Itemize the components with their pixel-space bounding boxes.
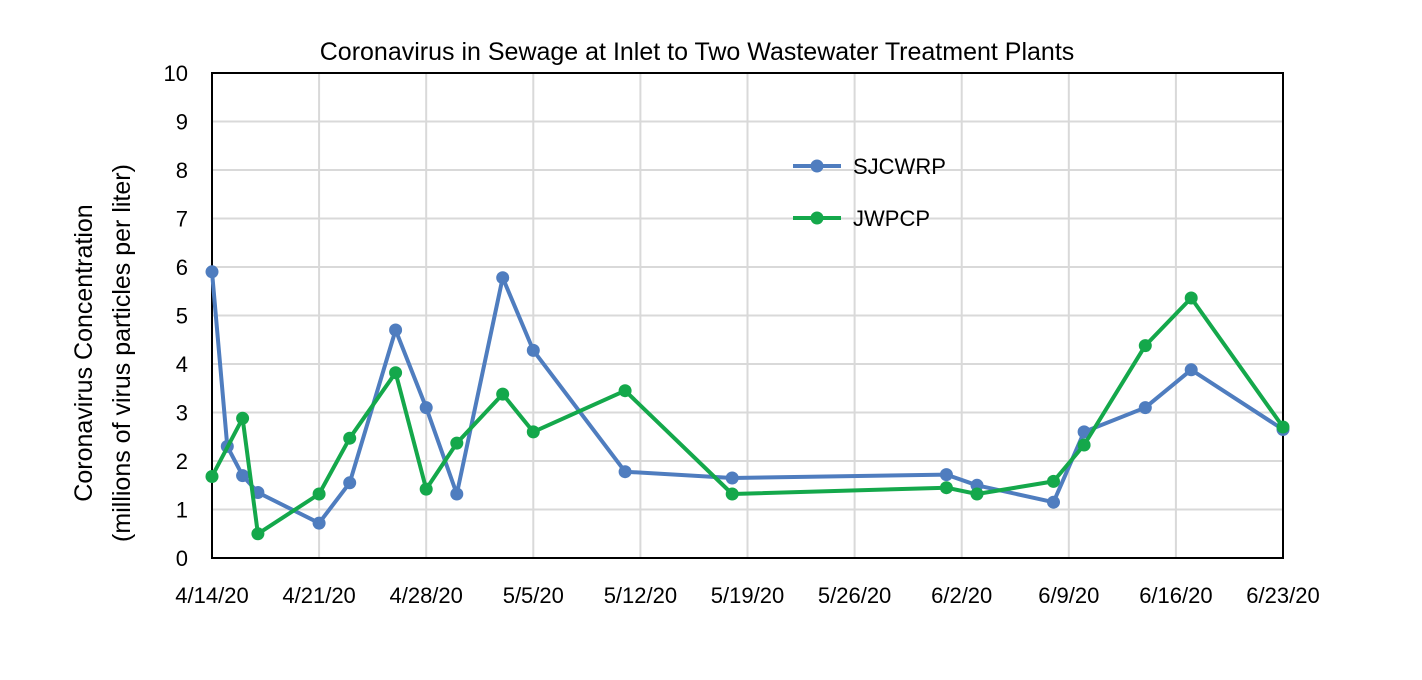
- x-tick-label: 6/9/20: [1038, 583, 1099, 608]
- y-tick-label: 5: [176, 304, 188, 329]
- x-tick-label: 4/28/20: [389, 583, 462, 608]
- y-tick-label: 0: [176, 546, 188, 571]
- y-tick-label: 9: [176, 110, 188, 135]
- data-point: [939, 468, 953, 482]
- data-point: [1138, 401, 1152, 415]
- series-jwpcp: [205, 291, 1290, 541]
- y-tick-label: 10: [164, 61, 188, 86]
- y-axis-title-line1: Coronavirus Concentration: [70, 204, 98, 501]
- x-tick-labels: 4/14/20 4/21/20 4/28/20 5/5/20 5/12/20 5/19/2…: [175, 583, 1319, 608]
- legend-swatch-marker: [810, 159, 824, 173]
- y-tick-label: 4: [176, 352, 188, 377]
- data-point: [1138, 339, 1152, 353]
- data-point: [419, 401, 433, 415]
- chart-title: Coronavirus in Sewage at Inlet to Two Wa…: [320, 38, 1075, 66]
- legend-label: SJCWRP: [853, 154, 946, 179]
- data-point: [526, 425, 540, 439]
- y-tick-label: 8: [176, 158, 188, 183]
- data-point: [389, 323, 403, 337]
- x-tick-label: 4/14/20: [175, 583, 248, 608]
- legend-swatch-marker: [810, 211, 824, 225]
- y-tick-label: 1: [176, 498, 188, 523]
- data-point: [939, 481, 953, 495]
- data-point: [236, 411, 250, 425]
- y-axis-title: Coronavirus Concentration (millions of v…: [70, 164, 136, 542]
- data-point: [1047, 495, 1060, 509]
- y-tick-label: 3: [176, 401, 188, 426]
- data-point: [970, 487, 984, 501]
- series-layer: [205, 265, 1290, 541]
- x-tick-label: 5/19/20: [711, 583, 784, 608]
- data-point: [419, 482, 433, 496]
- data-point: [1184, 363, 1198, 377]
- data-point: [1077, 425, 1091, 439]
- y-tick-label: 6: [176, 255, 188, 280]
- legend: SJCWRP JWPCP: [793, 154, 946, 231]
- data-point: [450, 436, 464, 450]
- x-tick-label: 6/23/20: [1246, 583, 1319, 608]
- data-point: [1077, 438, 1091, 452]
- x-tick-label: 5/12/20: [604, 583, 677, 608]
- y-axis-title-line2: (millions of virus particles per liter): [108, 164, 136, 542]
- x-tick-label: 6/16/20: [1139, 583, 1212, 608]
- data-point: [725, 471, 739, 485]
- data-point: [251, 527, 265, 541]
- y-tick-label: 7: [176, 207, 188, 232]
- data-point: [1276, 420, 1290, 434]
- plot-area-border: [211, 72, 1284, 559]
- data-point: [526, 343, 540, 357]
- y-tick-labels: 0 1 2 3 4 5 6 7 8 9 10: [164, 61, 188, 571]
- data-point: [496, 387, 510, 401]
- data-point: [312, 487, 326, 501]
- y-tick-label: 2: [176, 449, 188, 474]
- data-point: [618, 465, 632, 479]
- legend-label: JWPCP: [853, 206, 930, 231]
- legend-item-sjcwrp: SJCWRP: [793, 154, 946, 179]
- data-point: [496, 271, 510, 285]
- data-point: [450, 487, 464, 501]
- x-tick-label: 4/21/20: [282, 583, 355, 608]
- x-tick-label: 5/26/20: [818, 583, 891, 608]
- data-point: [389, 366, 403, 380]
- data-point: [725, 487, 739, 501]
- data-point: [618, 384, 632, 398]
- legend-item-jwpcp: JWPCP: [793, 206, 930, 231]
- data-point: [205, 265, 219, 279]
- data-point: [236, 469, 250, 483]
- data-point: [343, 431, 357, 445]
- x-tick-label: 5/5/20: [503, 583, 564, 608]
- x-tick-label: 6/2/20: [931, 583, 992, 608]
- data-point: [1047, 474, 1060, 488]
- data-point: [1184, 291, 1198, 305]
- data-point: [312, 516, 326, 530]
- data-point: [343, 476, 357, 490]
- data-point: [205, 470, 219, 483]
